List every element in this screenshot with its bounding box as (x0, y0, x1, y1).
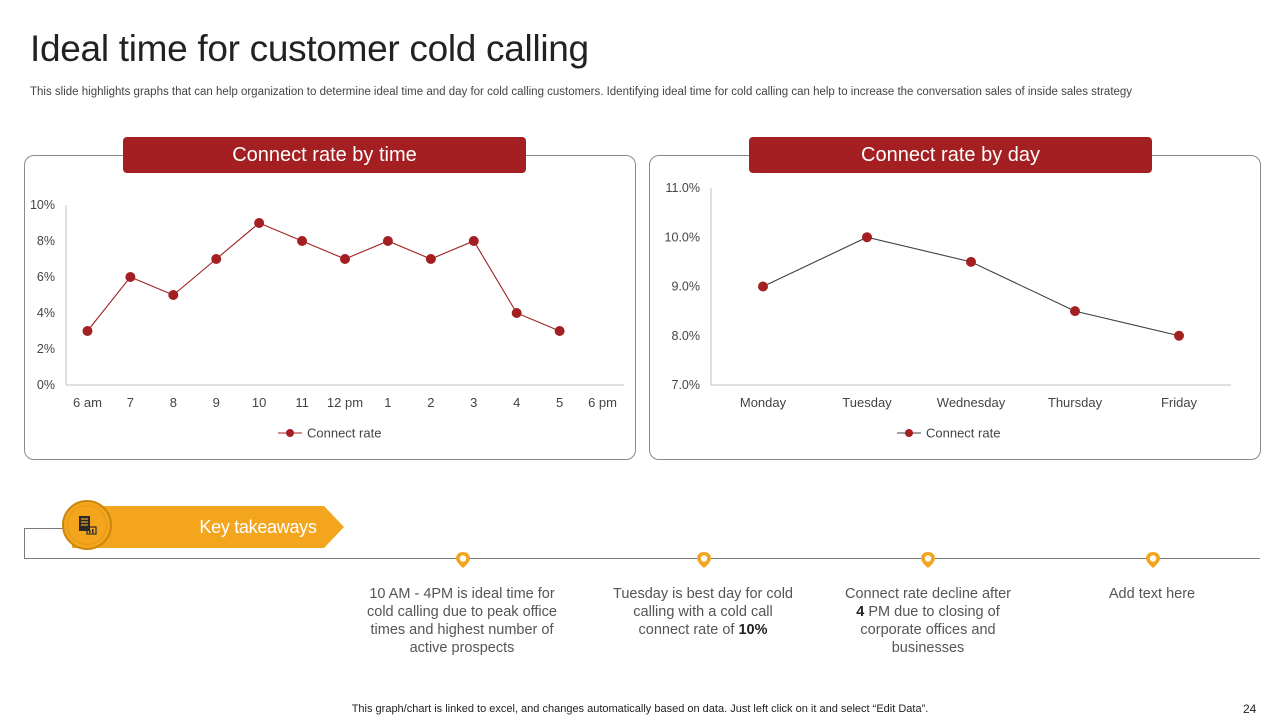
series-line (762, 236, 1180, 337)
y-tick-label: 7.0% (672, 378, 701, 392)
timeline-line (24, 558, 1260, 559)
y-tick-label: 9.0% (672, 280, 701, 294)
takeaway-item: 10 AM - 4PM is ideal time for cold calli… (367, 586, 557, 656)
data-point (82, 326, 93, 336)
x-tick-label: 3 (470, 395, 477, 410)
series-line (87, 222, 560, 332)
legend-label: Connect rate (926, 426, 1000, 441)
legend-marker (286, 429, 294, 437)
x-tick-label: Friday (1161, 395, 1198, 410)
data-point (511, 308, 522, 318)
map-pin-icon (921, 552, 935, 568)
y-tick-label: 4% (37, 306, 55, 320)
map-pin-icon (456, 552, 470, 568)
page-subtitle: This slide highlights graphs that can he… (30, 86, 1133, 98)
x-tick-label: 8 (170, 395, 177, 410)
map-pin-icon (1146, 552, 1160, 568)
takeaway-item: Add text here (1108, 586, 1196, 602)
document-chart-icon (79, 516, 97, 535)
y-tick-label: 0% (37, 378, 55, 392)
x-tick-label: 11 (295, 395, 309, 410)
data-point (758, 281, 768, 292)
y-tick-label: 10.0% (665, 230, 700, 244)
x-tick-label: 6 am (73, 395, 102, 410)
x-tick-label: 5 (556, 395, 563, 410)
data-point (862, 232, 872, 243)
x-tick-label: 7 (127, 395, 134, 410)
legend-marker (905, 429, 913, 437)
data-point (297, 236, 308, 246)
map-pin-icon (697, 552, 711, 568)
x-tick-label: 2 (427, 395, 434, 410)
y-tick-label: 6% (37, 270, 55, 284)
x-tick-label: 10 (252, 395, 266, 410)
data-point (966, 256, 976, 267)
chart-panel-time (24, 155, 636, 460)
x-tick-label: 1 (384, 395, 391, 410)
chart-title-time: Connect rate by time (123, 137, 526, 173)
x-tick-label: 9 (213, 395, 220, 410)
y-tick-label: 8% (37, 234, 55, 248)
data-point (1070, 306, 1080, 317)
page-title: Ideal time for customer cold calling (30, 28, 589, 69)
key-takeaways-label: Key takeaways (199, 517, 317, 537)
page-number: 24 (1243, 702, 1257, 716)
x-tick-label: 6 pm (588, 395, 617, 410)
line-chart-time[interactable]: 0% 2% 4% 6% 8% 10% 6 am 7 8 9 10 11 12 pm 1 2 3 4 5 6 pm Co… (24, 155, 636, 460)
data-point (254, 218, 265, 228)
chart-title-day: Connect rate by day (749, 137, 1152, 173)
key-takeaways-icon-circle (62, 500, 112, 550)
timeline-connector (24, 528, 66, 529)
x-tick-label: Wednesday (937, 395, 1006, 410)
y-tick-label: 11.0% (665, 181, 700, 195)
data-point (125, 272, 136, 282)
data-point (468, 236, 479, 246)
data-point (382, 236, 393, 246)
timeline-connector-vertical (24, 528, 25, 559)
footer-note: This graph/chart is linked to excel, and… (351, 703, 929, 715)
data-point (1174, 330, 1184, 341)
y-tick-label: 2% (37, 342, 55, 356)
legend-label: Connect rate (307, 426, 381, 441)
key-takeaways-banner: Key takeaways (72, 506, 344, 548)
x-tick-label: 12 pm (327, 395, 363, 410)
data-point (168, 290, 179, 300)
line-chart-day[interactable]: 7.0% 8.0% 9.0% 10.0% 11.0% Monday Tuesday Wedne… (649, 155, 1261, 460)
y-tick-label: 10% (30, 198, 55, 212)
x-tick-label: 4 (513, 395, 520, 410)
data-point (554, 326, 565, 336)
chart-panel-day (649, 155, 1261, 460)
y-tick-label: 8.0% (672, 329, 701, 343)
takeaway-item: Connect rate decline after 4 PM due to c… (844, 586, 1012, 656)
data-point (340, 254, 350, 264)
takeaway-item: Tuesday is best day for cold calling wit… (613, 586, 793, 638)
x-tick-label: Monday (740, 395, 787, 410)
x-tick-label: Thursday (1048, 395, 1103, 410)
data-point (425, 254, 436, 264)
data-point (211, 254, 222, 264)
x-tick-label: Tuesday (842, 395, 892, 410)
